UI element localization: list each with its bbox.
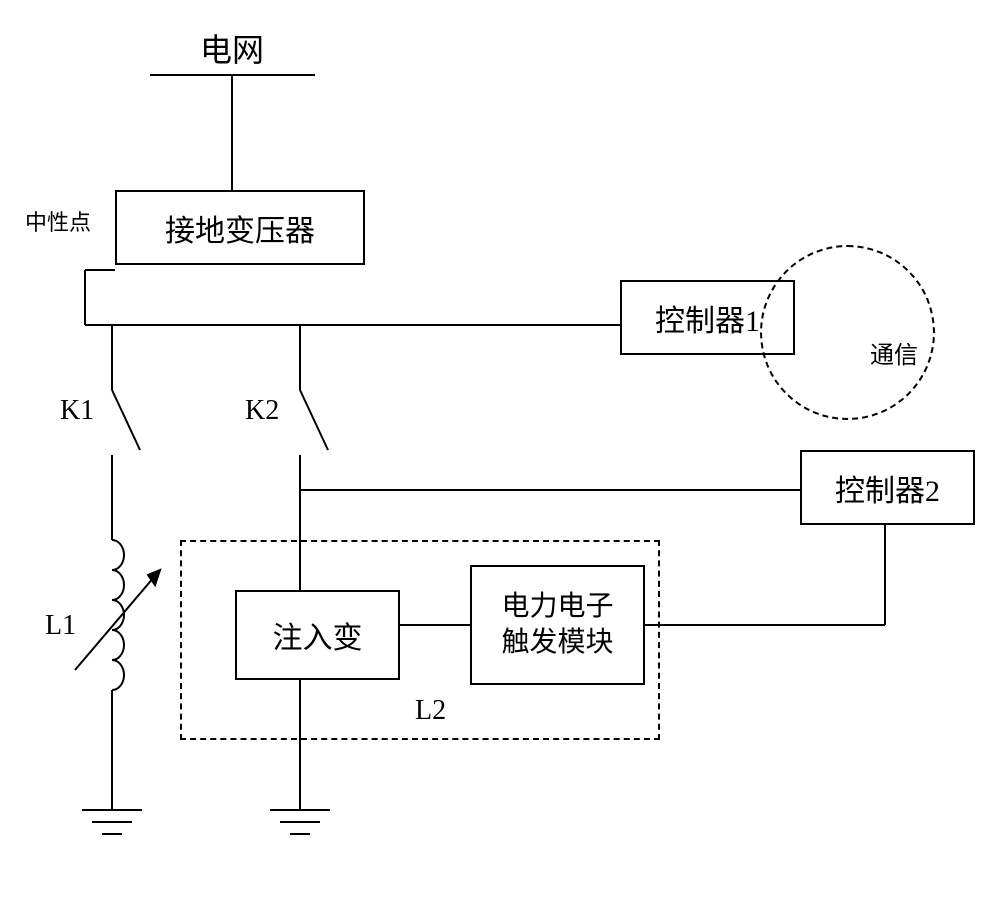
- grounding-transformer-box: 接地变压器: [115, 190, 365, 265]
- grounding-transformer-text: 接地变压器: [165, 206, 315, 250]
- trigger-module-text: 电力电子 触发模块: [501, 589, 613, 662]
- k2-label: K2: [245, 395, 279, 427]
- grid-text: 电网: [200, 32, 264, 68]
- controller2-text: 控制器2: [835, 466, 940, 510]
- neutral-point-label: 中性点: [25, 205, 91, 237]
- l1-label: L1: [45, 610, 76, 642]
- communication-circle: [760, 245, 935, 420]
- injection-transformer-text: 注入变: [273, 613, 363, 657]
- communication-label: 通信: [870, 335, 918, 370]
- injection-transformer-box: 注入变: [235, 590, 400, 680]
- l2-label: L2: [415, 695, 446, 727]
- circuit-diagram: 电网 中性点 接地变压器 控制器1 通信 控制器2 K1 K2 L1 L2 注入…: [0, 0, 1000, 902]
- controller2-box: 控制器2: [800, 450, 975, 525]
- k1-text: K1: [60, 395, 94, 426]
- controller1-text: 控制器1: [655, 296, 760, 340]
- neutral-point-text: 中性点: [25, 210, 91, 235]
- l2-text: L2: [415, 695, 446, 726]
- communication-text: 通信: [870, 343, 918, 369]
- l1-text: L1: [45, 610, 76, 641]
- k2-text: K2: [245, 395, 279, 426]
- trigger-module-box: 电力电子 触发模块: [470, 565, 645, 685]
- k1-label: K1: [60, 395, 94, 427]
- grid-label: 电网: [200, 25, 264, 71]
